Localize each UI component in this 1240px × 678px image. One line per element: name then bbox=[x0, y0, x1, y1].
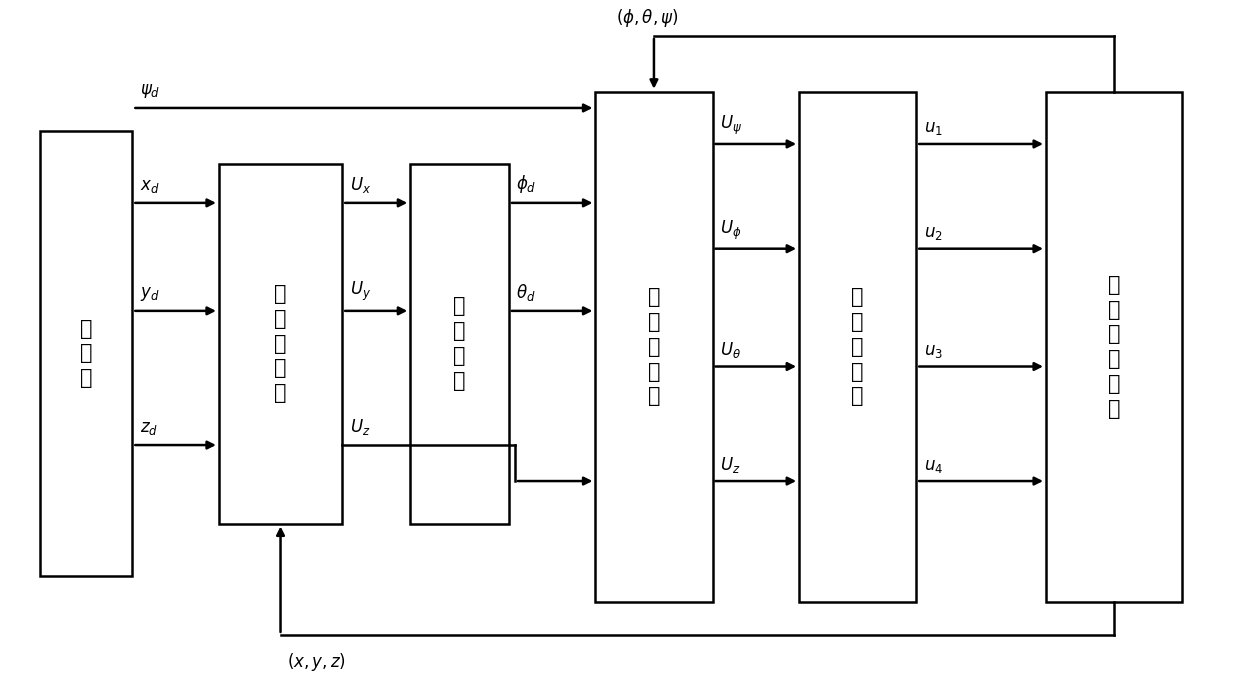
Text: $U_y$: $U_y$ bbox=[350, 280, 371, 303]
Text: 四
旋
翼
飞
行
器: 四 旋 翼 飞 行 器 bbox=[1107, 275, 1120, 419]
Text: 期
望
值: 期 望 值 bbox=[79, 319, 92, 388]
Text: $U_\theta$: $U_\theta$ bbox=[720, 340, 742, 360]
Text: $z_d$: $z_d$ bbox=[140, 419, 157, 437]
Text: $x_d$: $x_d$ bbox=[140, 177, 160, 195]
Text: $\theta_d$: $\theta_d$ bbox=[516, 282, 536, 303]
Text: $\phi_d$: $\phi_d$ bbox=[516, 173, 537, 195]
Text: $\psi_d$: $\psi_d$ bbox=[140, 82, 160, 100]
Text: $y_d$: $y_d$ bbox=[140, 285, 160, 303]
Text: $U_x$: $U_x$ bbox=[350, 175, 371, 195]
Text: $(\phi,\theta,\psi)$: $(\phi,\theta,\psi)$ bbox=[616, 7, 680, 29]
Bar bbox=[799, 92, 916, 602]
Text: $U_\phi$: $U_\phi$ bbox=[720, 219, 742, 242]
Bar bbox=[218, 163, 342, 523]
Text: $(x,y,z)$: $(x,y,z)$ bbox=[286, 652, 346, 673]
Bar bbox=[40, 131, 133, 576]
Text: $U_\psi$: $U_\psi$ bbox=[720, 114, 742, 138]
Text: $u_3$: $u_3$ bbox=[924, 342, 942, 360]
Text: $U_z$: $U_z$ bbox=[350, 417, 370, 437]
Text: 位
置
控
制
器: 位 置 控 制 器 bbox=[274, 284, 286, 403]
Text: $u_4$: $u_4$ bbox=[924, 456, 942, 475]
Bar bbox=[1045, 92, 1182, 602]
Bar bbox=[595, 92, 713, 602]
Text: 姿
态
解
算: 姿 态 解 算 bbox=[454, 296, 466, 391]
Bar bbox=[410, 163, 508, 523]
Text: $U_z$: $U_z$ bbox=[720, 454, 740, 475]
Text: $u_1$: $u_1$ bbox=[924, 119, 942, 138]
Text: 姿
态
控
制
器: 姿 态 控 制 器 bbox=[647, 287, 660, 407]
Text: $u_2$: $u_2$ bbox=[924, 224, 942, 242]
Text: 控
制
量
转
换: 控 制 量 转 换 bbox=[852, 287, 864, 407]
